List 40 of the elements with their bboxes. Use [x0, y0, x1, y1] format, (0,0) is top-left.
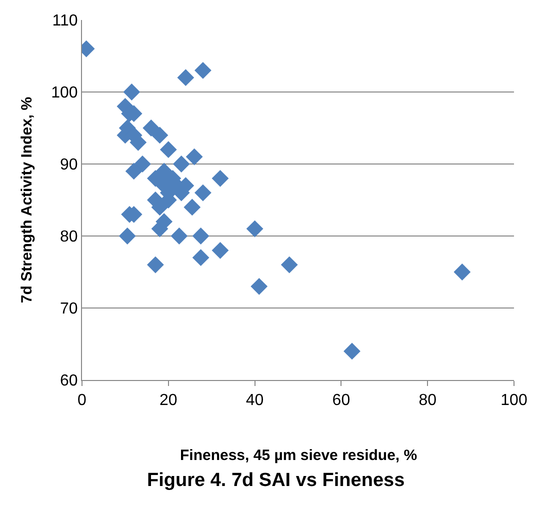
point — [454, 264, 471, 280]
point — [344, 342, 360, 360]
point — [156, 162, 173, 180]
point — [172, 156, 190, 172]
point — [125, 162, 142, 180]
point — [160, 141, 177, 158]
point — [192, 249, 210, 266]
point — [184, 198, 201, 216]
x-tick-label: 100 — [500, 392, 528, 410]
y-axis-title: 7d Strength Activity Index, % — [18, 96, 36, 304]
point — [118, 228, 136, 244]
y-tick-label: 80 — [60, 228, 78, 246]
point — [170, 228, 188, 244]
x-tick-label: 60 — [332, 392, 350, 410]
point — [177, 69, 194, 86]
x-tick-label: 20 — [160, 392, 178, 410]
point — [142, 120, 160, 136]
point — [192, 228, 210, 244]
point — [212, 242, 229, 259]
point — [212, 170, 229, 187]
point — [123, 84, 140, 100]
text: Figure 4. 7d SAI vs Fineness — [147, 470, 405, 491]
point — [134, 156, 151, 172]
y-tick-label: 70 — [60, 300, 78, 318]
x-tick-label: 80 — [418, 392, 437, 410]
point — [186, 148, 203, 166]
x-tick-label: 0 — [78, 392, 87, 410]
point — [151, 126, 168, 144]
point — [280, 256, 298, 274]
y-tick-label: 110 — [52, 12, 78, 30]
y-tick-label: 90 — [60, 156, 78, 174]
point — [246, 220, 264, 238]
point — [250, 278, 268, 295]
point — [194, 62, 212, 79]
x-axis-title: Fineness, 45 µm sieve residue, % — [180, 447, 418, 464]
x-tick-label: 40 — [246, 392, 264, 410]
point — [194, 184, 212, 202]
y-tick-label: 60 — [60, 372, 78, 390]
y-tick-label: 100 — [51, 84, 78, 102]
point — [146, 256, 164, 274]
